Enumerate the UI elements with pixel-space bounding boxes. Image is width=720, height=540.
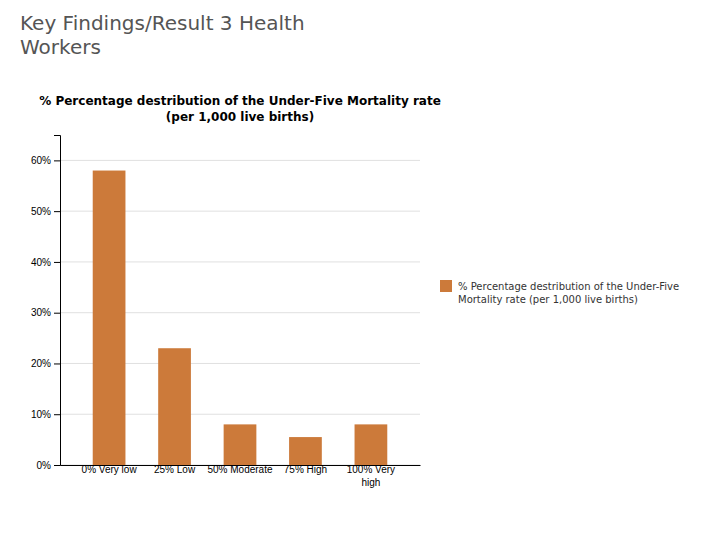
tick-label: 50% Moderate: [207, 464, 272, 475]
text-line: % Percentage destribution of the Under-F…: [39, 94, 441, 108]
tick-mark: [54, 211, 60, 212]
tick-label: 100% Very high: [347, 464, 395, 488]
tick: 10%: [31, 409, 60, 420]
header: Key Findings/Result 3 HealthWorkers: [20, 11, 305, 59]
text-line: Mortality rate (per 1,000 live births): [458, 294, 638, 305]
tick: 20%: [31, 358, 60, 369]
bar: [158, 348, 191, 465]
text-line: 25% Low: [154, 464, 196, 475]
tick-label: 30%: [31, 307, 51, 318]
tick: 75% High: [284, 464, 327, 475]
y-axis: 0% 10% 20% 30% 40% 50% 60%: [31, 136, 61, 471]
tick: 100% Very high: [347, 464, 395, 488]
tick-label: 75% High: [284, 464, 327, 475]
title: % Percentage destribution of the Under-F…: [39, 94, 441, 124]
text-line: 50% Moderate: [207, 464, 272, 475]
text-line: 100% Very: [347, 464, 395, 475]
text-line: high: [361, 477, 380, 488]
axis-line: [54, 136, 61, 466]
tick: 50%: [31, 206, 60, 217]
text-line: % Percentage destribution of the Under-F…: [458, 281, 679, 292]
tick: 0%: [37, 460, 60, 471]
text-line: Workers: [20, 35, 101, 59]
bar: [224, 424, 257, 465]
tick-label: 10%: [31, 409, 51, 420]
tick-label: 60%: [31, 155, 51, 166]
tick: 60%: [31, 155, 60, 166]
tick-label: 25% Low: [154, 464, 196, 475]
text-line: Key Findings/Result 3 Health: [20, 11, 305, 35]
tick: 30%: [31, 307, 60, 318]
text-line: 75% High: [284, 464, 327, 475]
legend: % Percentage destribution of the Under-F…: [440, 280, 679, 305]
chart: Key Findings/Result 3 HealthWorkers % Per…: [0, 0, 720, 540]
tick-label: 20%: [31, 358, 51, 369]
tick-label: 0% Very low: [82, 464, 138, 475]
grid: [60, 160, 420, 465]
tick-label: 50%: [31, 206, 51, 217]
tick: 50% Moderate: [207, 464, 272, 475]
tick-label: 0%: [37, 460, 52, 471]
legend-swatch: [440, 280, 452, 292]
text-line: (per 1,000 live births): [166, 110, 314, 124]
bar: [93, 171, 126, 465]
tick-mark: [54, 465, 60, 466]
bars: [93, 171, 388, 465]
legend-label: % Percentage destribution of the Under-F…: [458, 281, 679, 305]
tick: 0% Very low: [82, 464, 138, 475]
tick: 40%: [31, 257, 60, 268]
tick-mark: [54, 262, 60, 263]
tick-mark: [54, 414, 60, 415]
tick-mark: [54, 160, 60, 161]
x-axis: 0% Very low 25% Low 50% Moderate 75% High 10…: [61, 464, 421, 488]
tick-label: 40%: [31, 257, 51, 268]
bar: [289, 437, 322, 465]
tick-mark: [54, 313, 60, 314]
grid-line: [60, 160, 420, 161]
tick-mark: [54, 363, 60, 364]
plot: % Percentage destribution of the Under-F…: [31, 94, 441, 488]
bar: [355, 424, 388, 465]
text-line: 0% Very low: [82, 464, 138, 475]
tick: 25% Low: [154, 464, 196, 475]
